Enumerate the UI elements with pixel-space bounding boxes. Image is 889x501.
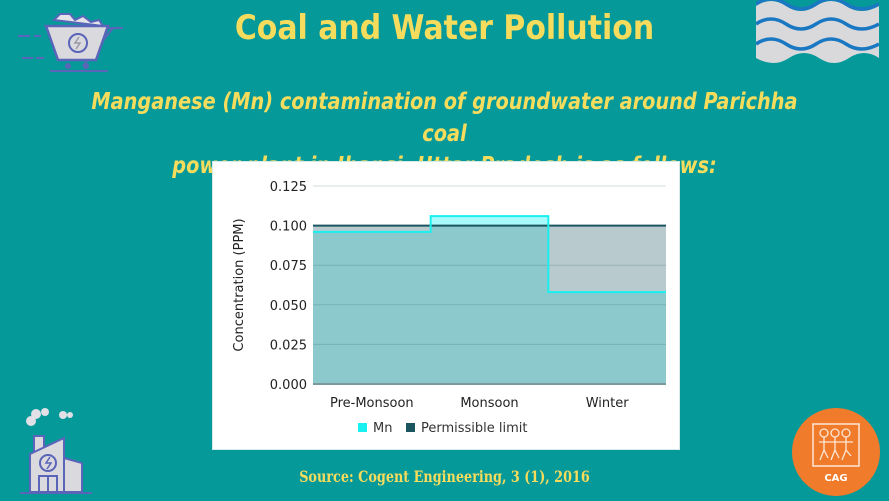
y-axis-label: Concentration (PPM) bbox=[232, 218, 247, 351]
cag-logo-text: CAG bbox=[824, 473, 847, 484]
page-title: Coal and Water Pollution bbox=[234, 8, 655, 48]
cag-logo-icon: CAG bbox=[789, 406, 883, 501]
y-tick-label: 0.025 bbox=[270, 338, 307, 353]
y-tick-label: 0.050 bbox=[270, 299, 307, 314]
x-tick-label: Monsoon bbox=[460, 396, 518, 411]
legend-label-limit: Permissible limit bbox=[421, 421, 528, 436]
y-tick-label: 0.000 bbox=[270, 378, 307, 393]
source-citation: Source: Cogent Engineering, 3 (1), 2016 bbox=[299, 467, 590, 486]
chart-legend: Mn Permissible limit bbox=[358, 421, 528, 436]
mn-line bbox=[313, 215, 666, 294]
y-tick-label: 0.075 bbox=[270, 259, 307, 274]
water-waves-icon bbox=[755, 0, 880, 69]
y-tick-label: 0.100 bbox=[270, 220, 307, 235]
subtitle-line-1: Manganese (Mn) contamination of groundwa… bbox=[91, 89, 798, 147]
legend-swatch-mn bbox=[358, 423, 367, 432]
legend-label-mn: Mn bbox=[373, 421, 392, 436]
y-tick-label: 0.125 bbox=[270, 180, 307, 195]
legend-swatch-limit bbox=[406, 423, 415, 432]
step-area-chart: 0.000 0.025 0.050 0.075 0.100 0.125 Pre-Monsoo… bbox=[232, 180, 666, 436]
mn-area bbox=[313, 216, 666, 384]
chart-card: 0.000 0.025 0.050 0.075 0.100 0.125 Pre-Monsoo… bbox=[212, 161, 680, 450]
coal-cart-icon bbox=[8, 6, 126, 77]
x-tick-label: Winter bbox=[586, 396, 630, 411]
power-plant-icon bbox=[12, 408, 92, 499]
x-tick-label: Pre-Monsoon bbox=[330, 396, 414, 411]
